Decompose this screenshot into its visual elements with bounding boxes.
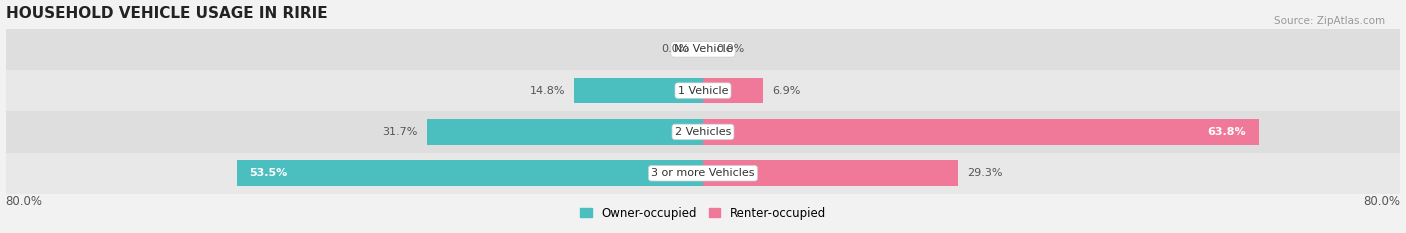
Text: HOUSEHOLD VEHICLE USAGE IN RIRIE: HOUSEHOLD VEHICLE USAGE IN RIRIE [6, 6, 328, 21]
Text: 3 or more Vehicles: 3 or more Vehicles [651, 168, 755, 178]
Text: 0.0%: 0.0% [716, 44, 744, 54]
Bar [6, 70, 1400, 111]
Bar [426, 119, 703, 145]
Text: 29.3%: 29.3% [967, 168, 1002, 178]
Bar [703, 119, 1260, 145]
Text: 14.8%: 14.8% [530, 86, 565, 96]
Text: 31.7%: 31.7% [382, 127, 418, 137]
Bar [6, 111, 1400, 153]
Bar [6, 153, 1400, 194]
Bar [703, 78, 763, 103]
Bar [236, 161, 703, 186]
Bar [6, 29, 1400, 70]
Text: 80.0%: 80.0% [6, 195, 42, 208]
Text: 0.0%: 0.0% [662, 44, 690, 54]
Text: 1 Vehicle: 1 Vehicle [678, 86, 728, 96]
Text: No Vehicle: No Vehicle [673, 44, 733, 54]
Legend: Owner-occupied, Renter-occupied: Owner-occupied, Renter-occupied [575, 202, 831, 224]
Text: 2 Vehicles: 2 Vehicles [675, 127, 731, 137]
Bar [703, 161, 959, 186]
Text: 6.9%: 6.9% [772, 86, 800, 96]
Text: 80.0%: 80.0% [1364, 195, 1400, 208]
Bar [574, 78, 703, 103]
Text: 53.5%: 53.5% [250, 168, 288, 178]
Text: Source: ZipAtlas.com: Source: ZipAtlas.com [1274, 16, 1385, 26]
Text: 63.8%: 63.8% [1208, 127, 1246, 137]
